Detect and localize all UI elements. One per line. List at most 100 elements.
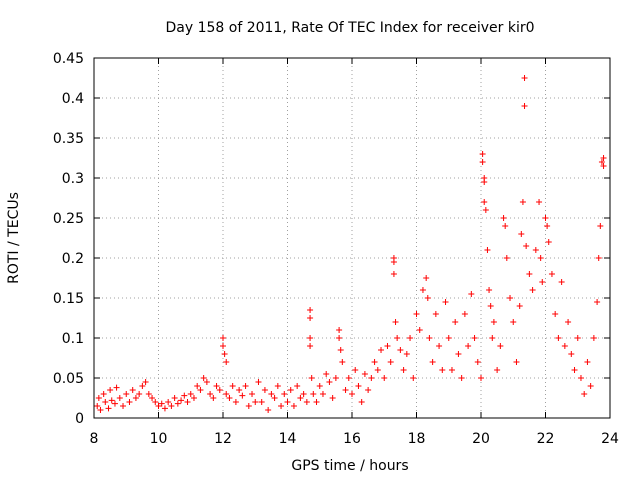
data-point [436,343,443,349]
data-point [94,403,101,409]
data-point [165,399,172,405]
data-point [365,387,372,393]
data-point [424,295,431,301]
y-tick-label: 0.05 [53,371,84,387]
data-point [190,395,197,401]
data-point [278,403,285,409]
data-point [407,335,414,341]
data-point [513,359,520,365]
data-point [271,395,278,401]
data-point [468,291,475,297]
data-point [595,255,602,261]
data-point [132,395,139,401]
data-point [523,243,530,249]
data-point [479,159,486,165]
x-tick-label: 12 [214,431,232,447]
x-tick-labels: 8 10 12 14 16 18 20 22 24 [90,431,619,447]
data-point [481,179,488,185]
data-point [590,335,597,341]
data-point [600,163,607,169]
data-point [242,383,249,389]
data-point [310,391,317,397]
data-point [378,347,385,353]
data-point [287,387,294,393]
data-point [268,391,275,397]
data-point [281,391,288,397]
data-point [521,75,528,81]
data-point [497,343,504,349]
data-point [290,403,297,409]
data-point [419,287,426,293]
data-point [161,405,168,412]
data-point [223,359,230,365]
data-point [374,367,381,373]
y-tick-label: 0.2 [62,251,84,267]
ticks-layer [93,57,611,419]
data-point [284,399,291,405]
data-point [587,383,594,389]
data-point [155,403,162,409]
data-point [392,319,399,325]
data-point [500,215,507,221]
data-point [516,303,523,309]
data-point [313,399,320,405]
data-point [342,387,349,393]
data-point [413,311,420,317]
data-point [308,375,315,381]
data-point [136,391,143,397]
data-point [486,287,493,293]
data-point [423,275,430,281]
y-tick-label: 0.35 [53,131,84,147]
data-point [371,359,378,365]
data-point [349,391,355,397]
data-point [232,399,239,405]
y-axis-label: ROTI / TECUs [6,192,22,284]
data-point [100,391,107,397]
data-point [355,383,362,389]
data-point [574,335,581,341]
data-point [403,351,410,357]
data-point [384,343,391,349]
data-point [510,319,517,325]
data-point [426,335,433,341]
data-point [481,199,488,205]
data-point [410,375,417,381]
data-point [455,351,462,357]
data-point [171,395,178,401]
chart-title: Day 158 of 2011, Rate Of TEC Index for r… [165,20,534,36]
data-point [558,279,565,285]
data-point [544,223,551,229]
data-point [400,367,407,373]
data-point [200,375,207,381]
data-point [565,319,572,325]
data-point [274,383,281,389]
data-point [221,351,228,357]
data-point [97,407,104,413]
data-point [300,391,307,397]
data-point [519,199,526,205]
data-point [181,392,188,399]
y-tick-labels: 0 0.05 0.1 0.15 0.2 0.25 0.3 0.35 0.4 0.45 [53,51,84,427]
data-point [102,399,109,405]
data-point [479,151,486,157]
y-tick-label: 0.4 [62,91,84,107]
data-point [216,387,223,393]
y-tick-label: 0 [75,411,84,427]
data-point [297,395,304,401]
y-tick-label: 0.45 [53,51,84,67]
data-point [152,399,159,405]
data-point [536,199,543,205]
data-point [339,359,346,365]
x-tick-label: 10 [150,431,168,447]
data-point [397,347,404,353]
data-point [337,347,344,353]
data-point [223,391,230,397]
data-point [518,231,525,237]
data-point [303,399,310,405]
data-point [249,391,256,397]
data-point [568,351,575,357]
data-point [487,303,494,309]
data-point [489,335,496,341]
data-point [432,311,439,317]
data-point [207,391,214,397]
